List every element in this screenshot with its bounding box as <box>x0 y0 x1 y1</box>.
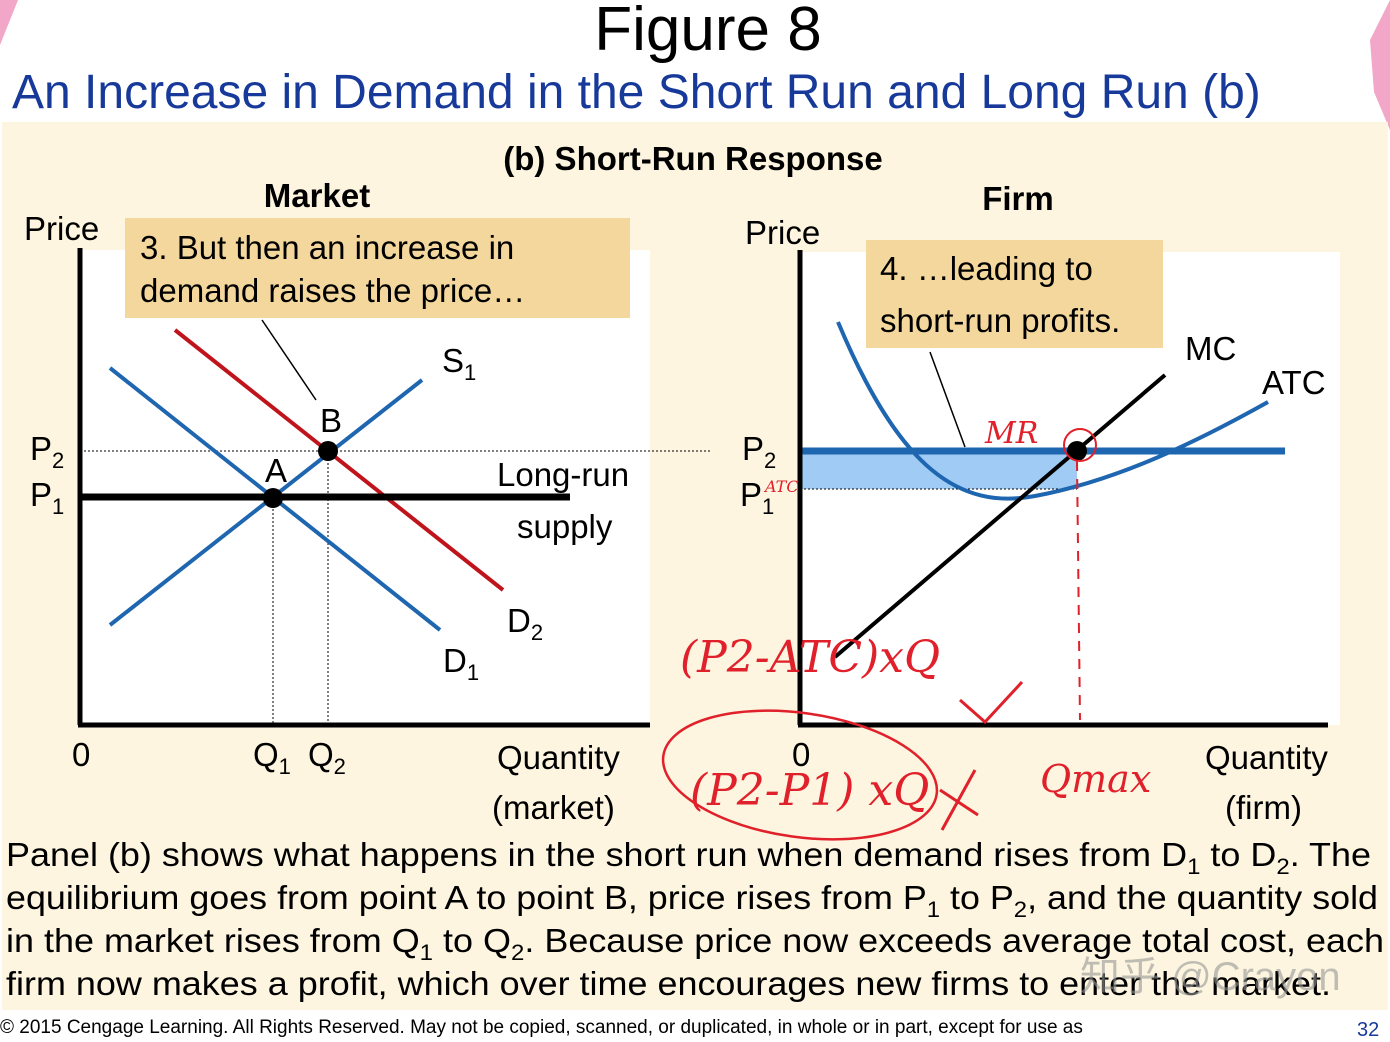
caption-subscript: 2 <box>1276 854 1289 879</box>
caption-text: firm now makes a profit, which over time… <box>6 965 1331 1002</box>
profit-max-point <box>1067 441 1087 461</box>
caption-text: to P <box>940 879 1014 916</box>
caption-subscript: 2 <box>511 940 524 965</box>
corner-decoration <box>0 0 18 45</box>
atc-label: ATC <box>1262 364 1326 401</box>
caption-text: to Q <box>433 922 511 959</box>
watermark: 知乎 @Crayon <box>1080 955 1341 999</box>
demand-curve-2 <box>173 328 505 592</box>
caption-text: in the market rises from Q <box>6 922 420 959</box>
caption: Panel (b) shows what happens in the shor… <box>6 836 1384 1002</box>
quantity-label: Q2 <box>308 736 346 779</box>
subtitle: An Increase in Demand in the Short Run a… <box>12 66 1261 119</box>
callout-box <box>866 240 1163 348</box>
x-axis-label: (market) <box>492 789 615 826</box>
caption-text: , and the quantity sold <box>1027 879 1378 916</box>
profit-area <box>800 451 1077 489</box>
point-label: A <box>265 452 287 489</box>
caption-text: equilibrium goes from point A to point B… <box>6 879 927 916</box>
caption-text: . The <box>1290 836 1371 873</box>
firm-heading: Firm <box>982 180 1054 217</box>
callout-text: short-run profits. <box>880 302 1120 339</box>
price-label: P1 <box>740 476 774 519</box>
callout-pointer <box>929 351 966 448</box>
caption-text: . Because price now exceeds average tota… <box>524 922 1384 959</box>
long-run-supply-label: Long-run <box>497 456 629 493</box>
point-b <box>318 441 338 461</box>
price-label: P2 <box>742 430 776 473</box>
caption-subscript: 1 <box>927 897 940 922</box>
caption-subscript: 1 <box>420 940 433 965</box>
hand-check <box>959 680 1024 725</box>
long-run-supply-label: supply <box>517 508 613 545</box>
hand-circle <box>1063 428 1097 462</box>
quantity-label: Q1 <box>253 736 291 779</box>
hand-note: Qmax <box>1040 757 1151 801</box>
mc-curve <box>833 373 1167 659</box>
hand-cross <box>939 769 979 831</box>
hand-note: (P2-P1) xQ <box>690 765 929 816</box>
callout-text: 3. But then an increase in <box>140 229 514 266</box>
caption-text: to D <box>1200 836 1276 873</box>
caption-line: equilibrium goes from point A to point B… <box>6 879 1378 922</box>
price-label: P1 <box>30 476 64 519</box>
caption-line: Panel (b) shows what happens in the shor… <box>6 836 1371 879</box>
copyright: © 2015 Cengage Learning. All Rights Rese… <box>0 1017 1083 1038</box>
page-number: 32 <box>1357 1019 1379 1041</box>
point-a <box>263 488 283 508</box>
hand-note: (P2-ATC)xQ <box>680 632 940 683</box>
x-axis-label: Quantity <box>497 739 620 776</box>
caption-line: firm now makes a profit, which over time… <box>6 965 1331 1002</box>
qmax-guide <box>1076 460 1081 721</box>
callout-text: 4. …leading to <box>880 250 1093 287</box>
atc-curve <box>836 321 1269 501</box>
mc-label: MC <box>1185 330 1236 367</box>
panel-title: (b) Short-Run Response <box>503 140 882 177</box>
callout-box <box>125 218 630 318</box>
demand-label: D2 <box>507 602 543 645</box>
market-heading: Market <box>264 177 370 214</box>
caption-subscript: 2 <box>1014 897 1027 922</box>
callout-pointer <box>261 319 317 401</box>
supply-label: S1 <box>442 342 476 385</box>
callout-text: demand raises the price… <box>140 272 525 309</box>
x-axis-label: (firm) <box>1225 789 1302 826</box>
corner-decoration <box>1370 0 1390 130</box>
caption-text: Panel (b) shows what happens in the shor… <box>6 836 1187 873</box>
hand-note: ATC <box>763 477 799 496</box>
hand-note: MR <box>984 416 1038 451</box>
price-label: P2 <box>30 430 64 473</box>
x-axis-label: Quantity <box>1205 739 1328 776</box>
caption-subscript: 1 <box>1187 854 1200 879</box>
demand-label: D1 <box>443 642 479 685</box>
origin-label: 0 <box>792 736 810 773</box>
y-axis-label: Price <box>745 214 820 251</box>
hand-circle <box>661 709 939 841</box>
y-axis-label: Price <box>24 210 99 247</box>
title: Figure 8 <box>594 0 821 64</box>
point-label: B <box>320 402 342 439</box>
market-plot-area <box>80 250 650 725</box>
origin-label: 0 <box>72 736 90 773</box>
